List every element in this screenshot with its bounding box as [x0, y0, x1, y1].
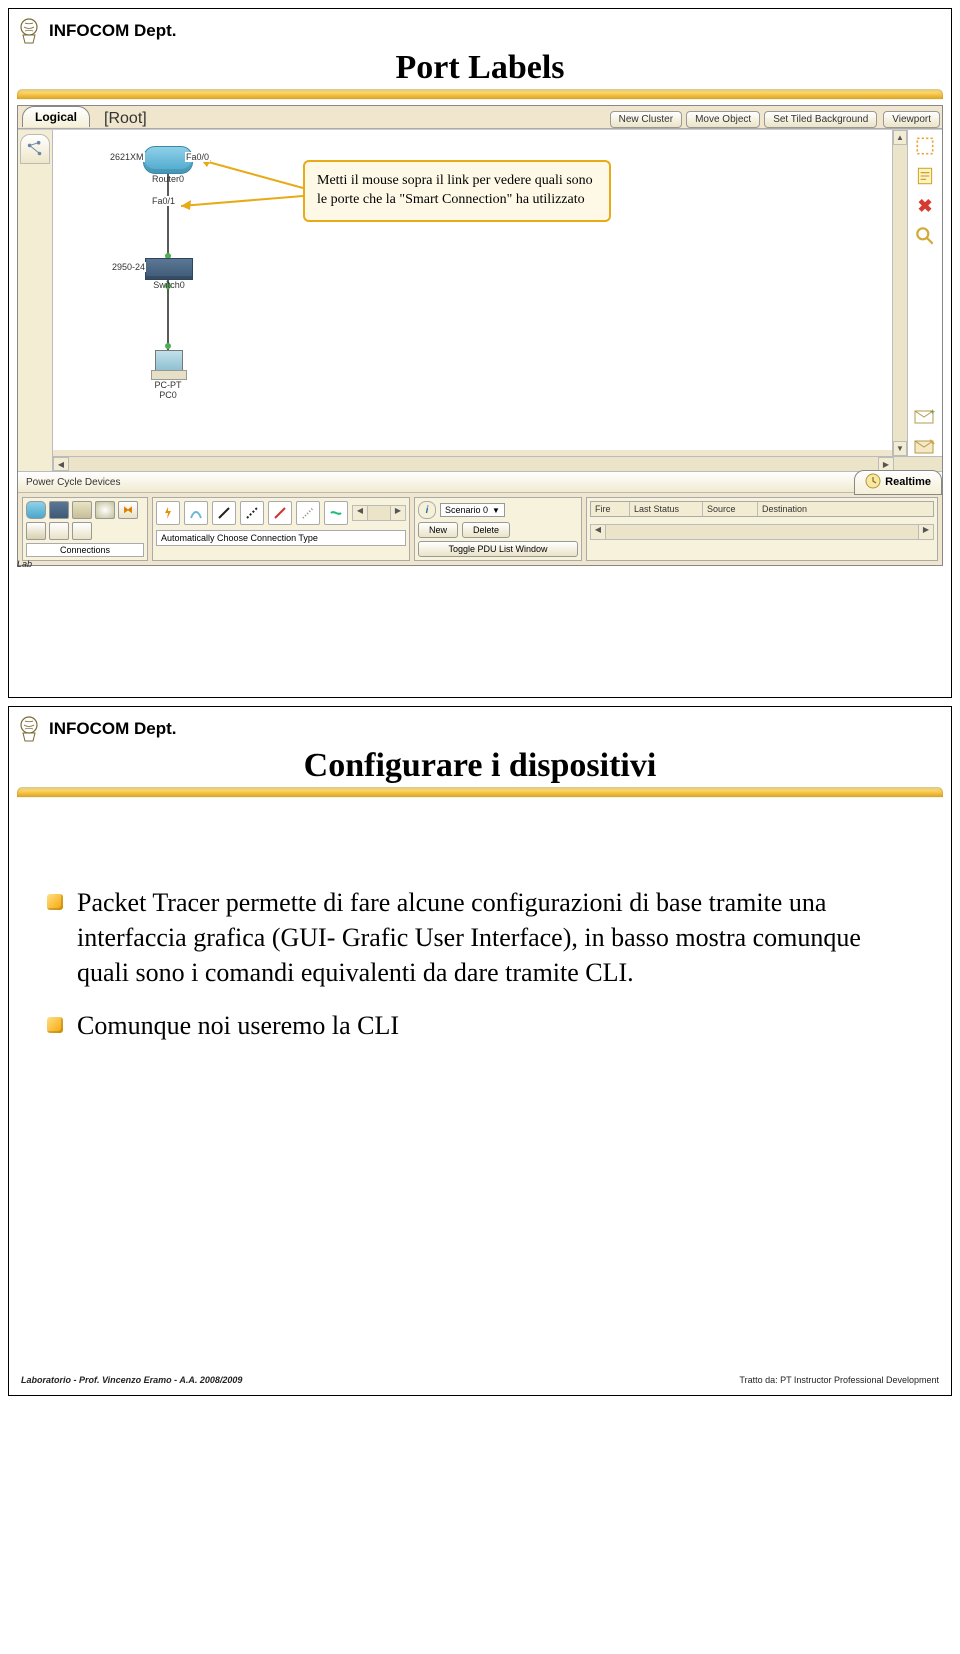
palette-wireless-icon[interactable]: [95, 501, 115, 519]
title-rule-icon: [17, 89, 943, 99]
slide1-title: Port Labels: [17, 49, 943, 87]
col-last-status: Last Status: [630, 502, 703, 516]
new-cluster-button[interactable]: New Cluster: [610, 111, 682, 128]
workspace-canvas[interactable]: Router0 2621XM Fa0/0 Fa0/1 Switch0 2950-…: [53, 130, 892, 450]
footer-right: Tratto da: PT Instructor Professional De…: [739, 1375, 939, 1385]
auto-connection-label: Automatically Choose Connection Type: [156, 530, 406, 546]
palette-cloud-icon[interactable]: [26, 522, 46, 540]
delete-scenario-button[interactable]: Delete: [462, 522, 510, 538]
conn-console-icon[interactable]: [184, 501, 208, 525]
conn-cross-icon[interactable]: [240, 501, 264, 525]
dept-logo-icon-2: [17, 715, 41, 743]
place-note-tool-icon[interactable]: [914, 166, 936, 186]
slide-configurare: INFOCOM Dept. Configurare i dispositivi …: [8, 706, 952, 1396]
select-tool-icon[interactable]: [914, 136, 936, 156]
device-pc0[interactable]: PC-PT PC0: [151, 350, 185, 400]
add-simple-pdu-icon[interactable]: +: [914, 406, 936, 426]
tool-dock: ✖ +: [907, 130, 942, 456]
palette-enddevice-icon[interactable]: ⧓: [118, 501, 138, 519]
move-object-button[interactable]: Move Object: [686, 111, 760, 128]
pdu-hscrollbar[interactable]: ◀▶: [590, 524, 934, 540]
clock-icon: [865, 473, 881, 492]
slide2-title: Configurare i dispositivi: [17, 747, 943, 785]
footer-left: Laboratorio - Prof. Vincenzo Eramo - A.A…: [21, 1375, 242, 1385]
conn-auto-icon[interactable]: [156, 501, 180, 525]
delete-tool-icon[interactable]: ✖: [914, 196, 936, 216]
router-name-label: Router0: [143, 174, 193, 184]
col-source: Source: [703, 502, 758, 516]
tab-realtime[interactable]: Realtime: [854, 470, 942, 495]
palette-hub-icon[interactable]: [72, 501, 92, 519]
dept-logo-icon: [17, 17, 41, 45]
dept-label: INFOCOM Dept.: [49, 21, 177, 41]
power-cycle-label[interactable]: Power Cycle Devices: [18, 477, 128, 488]
scroll-right-icon[interactable]: ▶: [878, 457, 894, 471]
scroll-up-icon[interactable]: ▲: [893, 130, 907, 145]
scenario-select[interactable]: Scenario 0▼: [440, 503, 505, 517]
viewport-button[interactable]: Viewport: [883, 111, 940, 128]
pdu-table-pane: Fire Last Status Source Destination ◀▶: [586, 497, 938, 561]
scroll-down-icon[interactable]: ▼: [893, 441, 907, 456]
connections-label: Connections: [26, 543, 144, 557]
conn-fiber-icon[interactable]: [268, 501, 292, 525]
pdu-table-header: Fire Last Status Source Destination: [590, 501, 934, 517]
set-background-button[interactable]: Set Tiled Background: [764, 111, 877, 128]
callout-box: Metti il mouse sopra il link per vedere …: [303, 160, 611, 222]
dept-header-2: INFOCOM Dept.: [17, 715, 943, 743]
conn-phone-icon[interactable]: [296, 501, 320, 525]
vscrollbar[interactable]: ▲ ▼: [892, 130, 907, 456]
bullet-1: Packet Tracer permette di fare alcune co…: [77, 885, 903, 990]
palette-custom-icon[interactable]: [49, 522, 69, 540]
pc-model-label: PC-PT: [151, 380, 185, 390]
realtime-label: Realtime: [885, 476, 931, 488]
col-destination: Destination: [758, 502, 933, 516]
port-fa01-label: Fa0/1: [151, 196, 176, 206]
switch-model-label: 2950-24: [111, 262, 146, 272]
device-switch0[interactable]: Switch0: [145, 258, 193, 290]
breadcrumb-root[interactable]: [Root]: [104, 110, 147, 128]
palette-switch-icon[interactable]: [49, 501, 69, 519]
callout-text: Metti il mouse sopra il link per vedere …: [317, 173, 593, 207]
device-type-pane: ⧓ Connections: [22, 497, 148, 561]
tab-logical[interactable]: Logical: [22, 106, 90, 127]
palette-multi-icon[interactable]: [72, 522, 92, 540]
connection-types-pane: ◀▶ Automatically Choose Connection Type: [152, 497, 410, 561]
conn-straight-icon[interactable]: [212, 501, 236, 525]
new-scenario-button[interactable]: New: [418, 522, 458, 538]
router-model-label: 2621XM: [109, 152, 145, 162]
toggle-pdu-button[interactable]: Toggle PDU List Window: [418, 541, 578, 557]
dept-header: INFOCOM Dept.: [17, 17, 943, 45]
slide-port-labels: INFOCOM Dept. Port Labels Logical [Root]…: [8, 8, 952, 698]
switch-name-label: Switch0: [145, 280, 193, 290]
packet-tracer-window: Logical [Root] New Cluster Move Object S…: [17, 105, 943, 566]
svg-text:+: +: [930, 407, 935, 417]
nav-tab-icon[interactable]: [20, 134, 50, 164]
col-fire: Fire: [591, 502, 630, 516]
inspect-tool-icon[interactable]: [914, 226, 936, 246]
scenario-pane: i Scenario 0▼ New Delete Toggle PDU List…: [414, 497, 582, 561]
scroll-left-icon[interactable]: ◀: [53, 457, 69, 471]
add-complex-pdu-icon[interactable]: [914, 436, 936, 456]
pc-name-label: PC0: [151, 390, 185, 400]
conn-coax-icon[interactable]: [324, 501, 348, 525]
dept-label-2: INFOCOM Dept.: [49, 719, 177, 739]
palette-router-icon[interactable]: [26, 501, 46, 519]
bullet-2: Comunque noi useremo la CLI: [77, 1008, 903, 1043]
port-fa00-label: Fa0/0: [185, 152, 210, 162]
nav-pane: [18, 130, 53, 456]
hscrollbar[interactable]: ◀ ▶: [53, 456, 894, 471]
info-icon[interactable]: i: [418, 501, 436, 519]
cut-footer-fragment: Lab: [17, 559, 32, 569]
title-rule-icon-2: [17, 787, 943, 797]
